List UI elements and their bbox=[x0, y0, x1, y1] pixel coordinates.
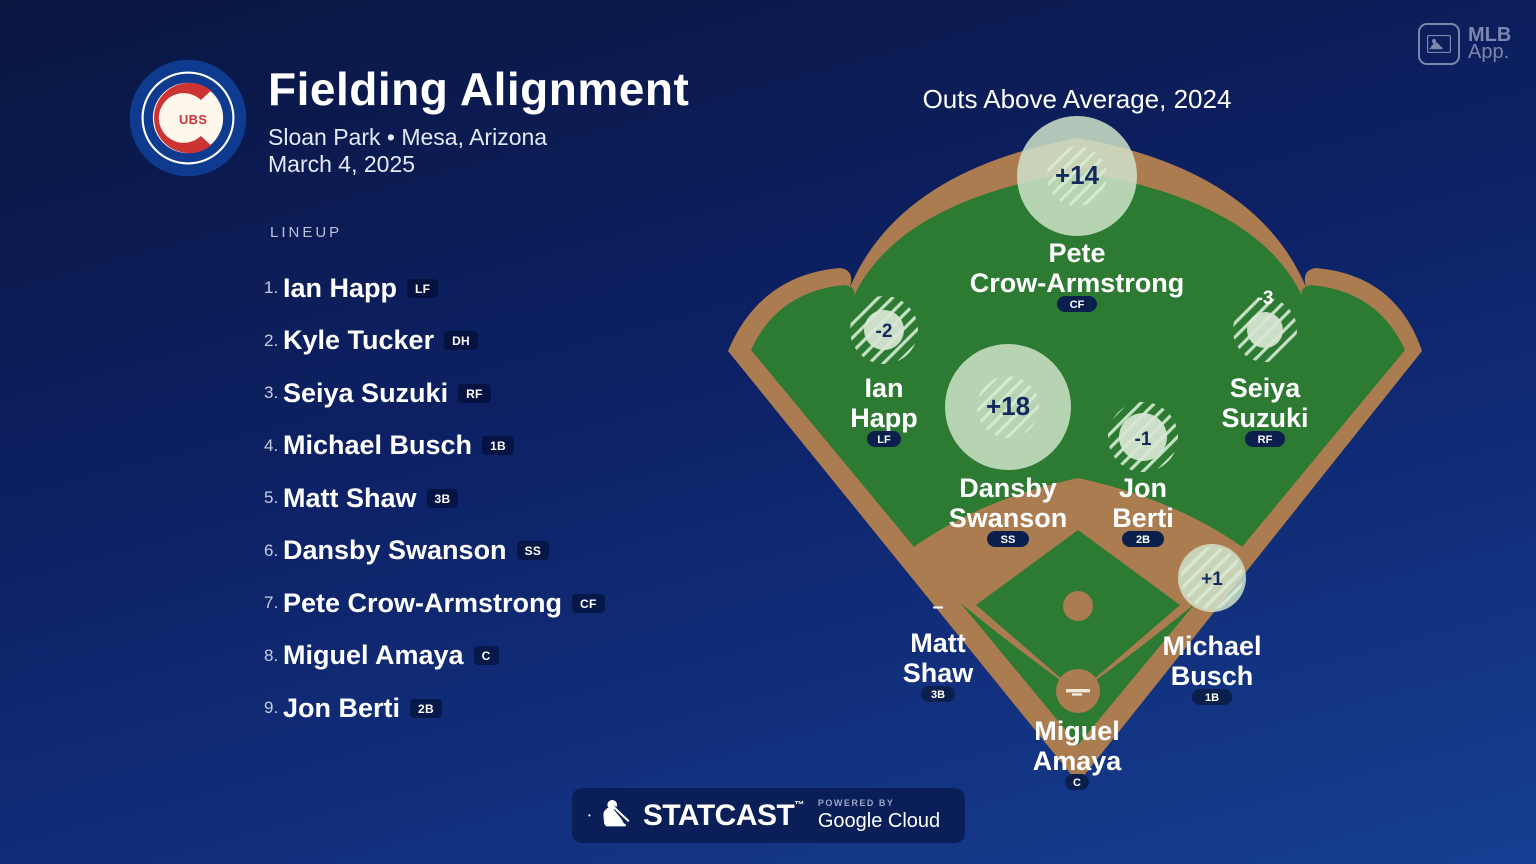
svg-text:1B: 1B bbox=[1205, 692, 1219, 704]
svg-text:Matt: Matt bbox=[910, 628, 966, 658]
svg-text:-1: -1 bbox=[1135, 429, 1152, 450]
svg-text:RF: RF bbox=[1258, 434, 1273, 446]
svg-text:2B: 2B bbox=[1136, 534, 1150, 546]
svg-text:Suzuki: Suzuki bbox=[1221, 403, 1308, 433]
svg-text:SS: SS bbox=[1001, 534, 1016, 546]
svg-text:Seiya: Seiya bbox=[1230, 373, 1302, 403]
svg-text:C: C bbox=[1073, 777, 1081, 789]
svg-text:-2: -2 bbox=[876, 321, 893, 342]
svg-text:Dansby: Dansby bbox=[959, 473, 1057, 503]
svg-text:Amaya: Amaya bbox=[1033, 746, 1123, 776]
svg-text:Shaw: Shaw bbox=[903, 658, 975, 688]
svg-text:+14: +14 bbox=[1055, 160, 1100, 190]
svg-text:Happ: Happ bbox=[850, 403, 918, 433]
svg-text:+18: +18 bbox=[986, 391, 1030, 421]
svg-text:Michael: Michael bbox=[1162, 631, 1261, 661]
svg-text:–: – bbox=[1071, 683, 1082, 705]
svg-text:Berti: Berti bbox=[1112, 503, 1174, 533]
svg-text:+1: +1 bbox=[1201, 569, 1223, 590]
svg-text:Jon: Jon bbox=[1119, 473, 1167, 503]
svg-text:Miguel: Miguel bbox=[1034, 716, 1120, 746]
svg-text:Busch: Busch bbox=[1171, 661, 1254, 691]
svg-text:LF: LF bbox=[877, 434, 891, 446]
svg-text:Crow-Armstrong: Crow-Armstrong bbox=[970, 268, 1185, 298]
svg-text:CF: CF bbox=[1070, 299, 1085, 311]
svg-text:3B: 3B bbox=[931, 689, 945, 701]
svg-text:Swanson: Swanson bbox=[949, 503, 1068, 533]
svg-text:Outs Above Average, 2024: Outs Above Average, 2024 bbox=[923, 84, 1232, 114]
svg-text:-3: -3 bbox=[1257, 288, 1274, 309]
svg-text:Pete: Pete bbox=[1048, 238, 1105, 268]
svg-text:Ian: Ian bbox=[864, 373, 903, 403]
svg-text:–: – bbox=[932, 596, 943, 618]
